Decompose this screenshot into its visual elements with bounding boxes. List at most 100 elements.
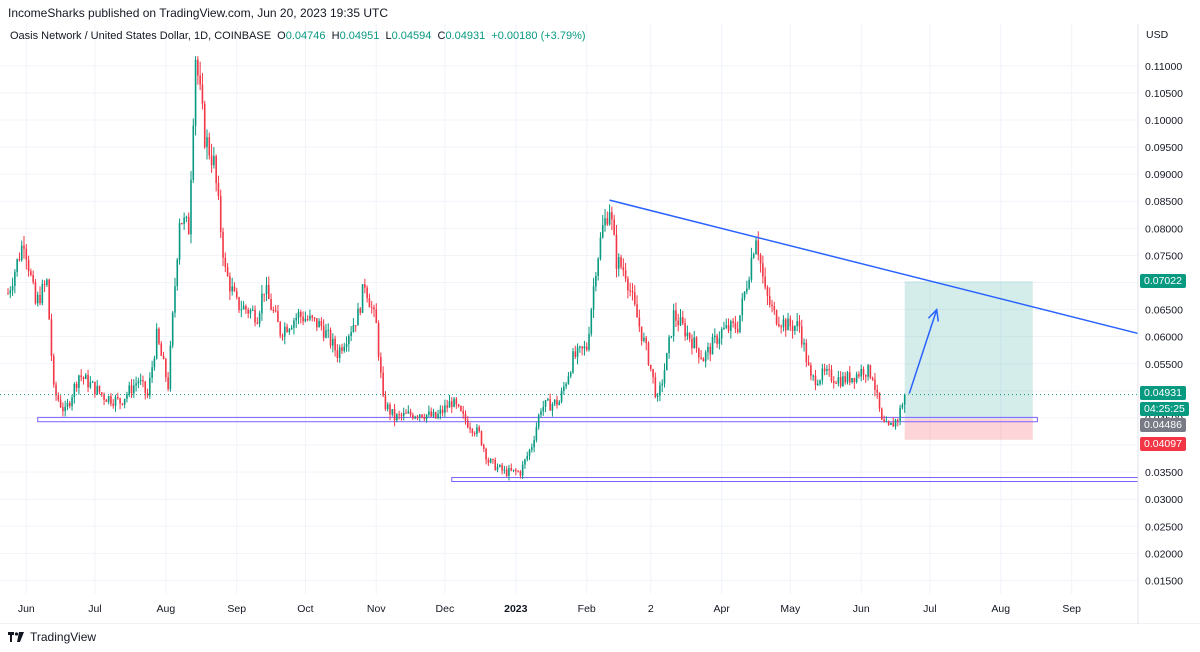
candle-body — [487, 459, 490, 463]
candle-body — [453, 398, 455, 407]
close-value: 0.04931 — [445, 30, 486, 42]
candle-body — [448, 401, 451, 408]
candle-body — [329, 329, 332, 346]
candle-body — [665, 353, 668, 371]
candle-body — [391, 409, 394, 415]
candle-body — [370, 307, 373, 309]
candle-body — [400, 414, 403, 416]
candle-body — [407, 411, 410, 414]
candle-body — [162, 355, 165, 360]
candle-body — [20, 245, 23, 261]
x-tick-label: Sep — [227, 603, 246, 615]
chart-area[interactable]: 0.11000 0.10500 0.10000 0.09500 0.09000 0.085… — [0, 24, 1200, 624]
footer-brand: TradingView — [30, 630, 97, 644]
candle-body — [265, 285, 268, 295]
y-tick-label: 0.07500 — [1145, 250, 1183, 262]
candle-body — [9, 290, 12, 294]
candle-body — [773, 306, 776, 311]
candle-body — [814, 375, 817, 386]
candle-body — [496, 466, 499, 471]
candle-body — [851, 377, 853, 383]
candle-body — [135, 383, 137, 386]
candle-body — [782, 319, 785, 328]
candle-body — [780, 326, 782, 328]
candle-body — [670, 336, 673, 338]
candle-body — [270, 299, 272, 310]
candle-body — [606, 218, 609, 225]
candle-body — [334, 338, 336, 351]
candle-body — [377, 323, 380, 357]
candle-body — [828, 369, 830, 371]
candle-body — [295, 317, 298, 321]
candle-body — [789, 318, 792, 327]
candle-body — [675, 310, 677, 321]
candle-body — [366, 287, 368, 299]
candle-body — [279, 322, 282, 336]
x-tick-label: Jul — [923, 603, 936, 615]
support-zone — [37, 416, 1038, 423]
candle-body — [698, 348, 700, 358]
candle-body — [206, 137, 208, 148]
candle-body — [187, 216, 190, 235]
candle-body — [464, 413, 467, 421]
candle-body — [39, 294, 41, 304]
candle-body — [174, 286, 176, 313]
candle-body — [807, 362, 810, 366]
candle-body — [656, 395, 659, 397]
candle-body — [558, 401, 561, 406]
y-tick-label: 0.02000 — [1145, 548, 1183, 560]
candle-body — [149, 377, 151, 396]
candle-body — [604, 218, 606, 226]
candle-body — [794, 326, 796, 332]
candle-body — [617, 257, 620, 269]
high-value: 0.04951 — [339, 30, 380, 42]
y-tick-label: 0.01500 — [1145, 575, 1183, 587]
candle-body — [414, 416, 416, 419]
candle-body — [75, 383, 78, 388]
candle-body — [590, 309, 593, 334]
candle-body — [126, 394, 128, 399]
candle-body — [901, 404, 904, 408]
candle-body — [46, 279, 48, 285]
candle-body — [686, 332, 689, 337]
candle-layer — [7, 56, 906, 481]
candle-body — [560, 390, 563, 402]
candle-body — [652, 369, 654, 378]
candle-body — [263, 293, 265, 295]
candle-body — [98, 385, 101, 393]
candle-body — [547, 398, 549, 401]
candle-body — [778, 324, 780, 327]
candle-body — [27, 259, 30, 272]
candle-body — [430, 411, 432, 417]
candle-body — [569, 372, 572, 377]
candle-body — [105, 399, 108, 402]
candle-body — [151, 367, 153, 378]
candle-body — [226, 266, 229, 277]
candle-body — [723, 327, 725, 330]
price-chart[interactable]: 0.11000 0.10500 0.10000 0.09500 0.09000 0.085… — [0, 24, 1200, 624]
x-tick-label: Oct — [297, 603, 313, 615]
candle-body — [245, 305, 247, 310]
candle-body — [322, 325, 325, 338]
candle-body — [261, 293, 263, 314]
candle-body — [116, 397, 119, 399]
candle-body — [359, 308, 362, 313]
candle-body — [471, 429, 474, 434]
candle-body — [444, 405, 446, 413]
candle-body — [503, 469, 506, 471]
candle-body — [190, 179, 192, 235]
candle-body — [771, 304, 773, 307]
candle-body — [288, 329, 291, 333]
candle-body — [899, 407, 901, 421]
candle-body — [146, 393, 149, 396]
candle-body — [158, 328, 160, 344]
candle-body — [327, 329, 330, 331]
candle-body — [341, 347, 343, 351]
candle-body — [343, 346, 346, 351]
candle-body — [311, 315, 314, 318]
candle-body — [313, 317, 316, 319]
candle-body — [533, 440, 535, 448]
candle-body — [478, 427, 481, 432]
stop-zone — [904, 418, 1033, 440]
candle-body — [231, 286, 233, 292]
